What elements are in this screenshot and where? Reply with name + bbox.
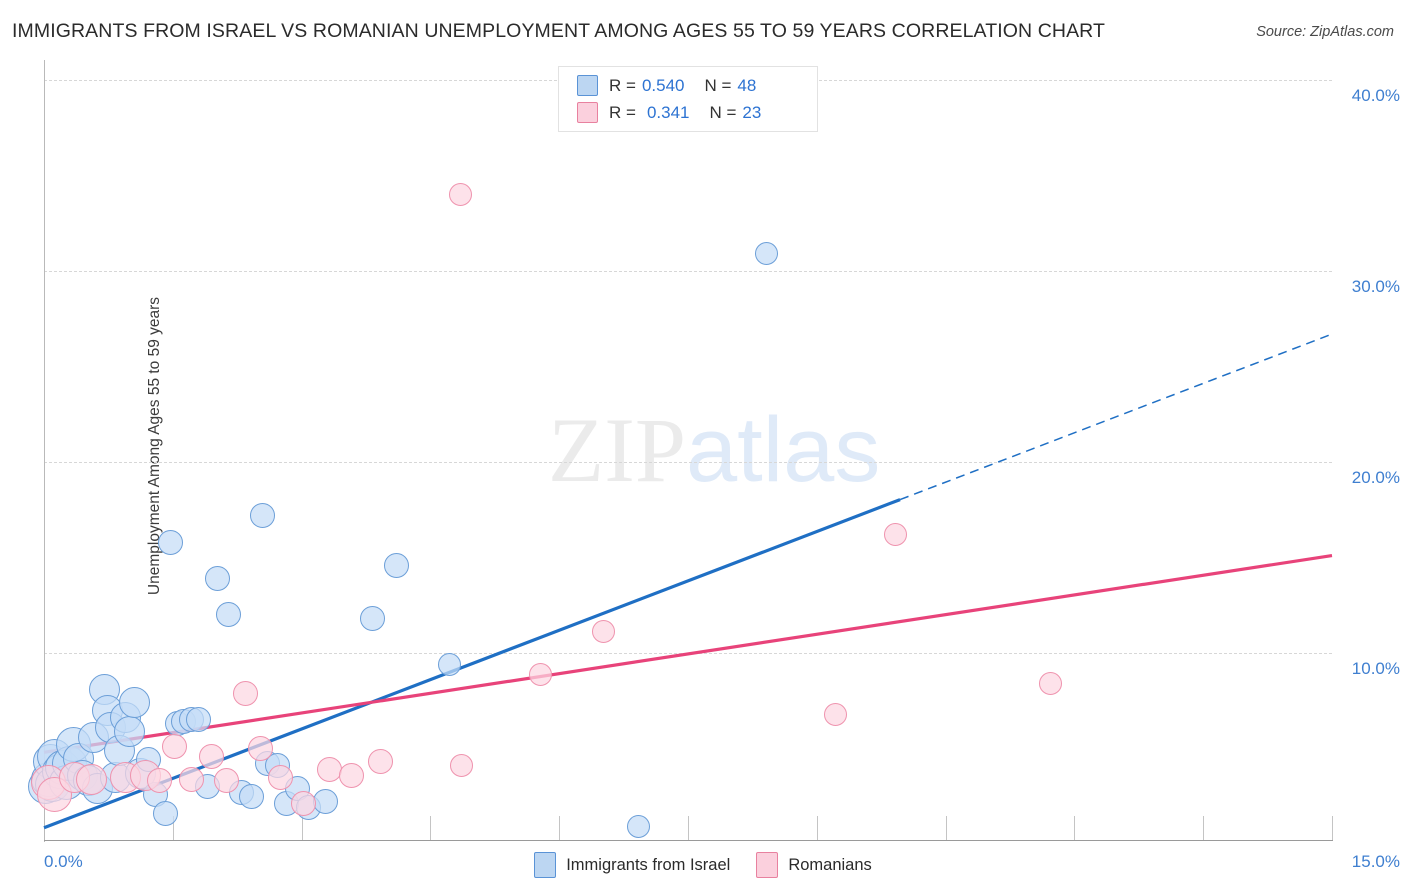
scatter-point[interactable] bbox=[247, 736, 273, 761]
scatter-point[interactable] bbox=[118, 687, 150, 719]
scatter-point[interactable] bbox=[449, 754, 473, 778]
x-axis-tick bbox=[430, 816, 432, 840]
scatter-point[interactable] bbox=[157, 529, 183, 555]
scatter-point[interactable] bbox=[437, 652, 461, 676]
scatter-point[interactable] bbox=[153, 800, 179, 826]
scatter-point[interactable] bbox=[316, 757, 342, 782]
scatter-point[interactable] bbox=[204, 566, 230, 591]
stats-swatch-israel bbox=[577, 75, 598, 96]
correlation-stats-box: R = 0.540 N = 48 R = 0.341 N = 23 bbox=[558, 66, 818, 132]
scatter-point[interactable] bbox=[213, 768, 239, 794]
watermark-atlas: atlas bbox=[686, 399, 881, 501]
stats-row-israel: R = 0.540 N = 48 bbox=[577, 72, 817, 99]
trendline-dashed-extrapolation bbox=[899, 333, 1333, 501]
legend-item-israel[interactable]: Immigrants from Israel bbox=[534, 852, 730, 878]
scatter-point[interactable] bbox=[250, 502, 276, 528]
scatter-point[interactable] bbox=[626, 815, 650, 839]
scatter-point[interactable] bbox=[186, 707, 212, 733]
stats-r-value-romanians: 0.341 bbox=[646, 102, 690, 122]
gridline-20 bbox=[44, 462, 1332, 463]
legend-item-romanians[interactable]: Romanians bbox=[756, 852, 872, 878]
scatter-point[interactable] bbox=[383, 552, 409, 578]
x-axis-tick bbox=[816, 816, 818, 840]
scatter-point[interactable] bbox=[198, 743, 224, 769]
x-axis-tick bbox=[301, 816, 303, 840]
watermark-zip: ZIP bbox=[548, 399, 686, 501]
x-axis-tick bbox=[688, 816, 689, 840]
y-tick-label-400: 40.0% bbox=[1351, 86, 1400, 105]
y-tick-label-100: 10.0% bbox=[1351, 659, 1400, 678]
scatter-point[interactable] bbox=[290, 791, 316, 817]
x-axis-line bbox=[44, 840, 1333, 841]
gridline-30 bbox=[44, 271, 1332, 272]
source-attribution: Source: ZipAtlas.com bbox=[1256, 24, 1394, 40]
scatter-point[interactable] bbox=[448, 183, 472, 207]
legend-swatch-romanians bbox=[756, 852, 779, 878]
scatter-point[interactable] bbox=[313, 789, 339, 815]
scatter-point[interactable] bbox=[216, 602, 242, 628]
x-axis-min-label: 0.0% bbox=[44, 852, 83, 871]
scatter-point[interactable] bbox=[755, 242, 779, 266]
scatter-point[interactable] bbox=[359, 606, 385, 632]
stats-n-label-romanians: N = bbox=[709, 102, 737, 122]
stats-r-value-israel: 0.540 bbox=[641, 75, 685, 95]
stats-r-label-romanians: R = bbox=[609, 102, 636, 122]
zipatlas-watermark: ZIPatlas bbox=[548, 404, 880, 496]
scatter-point[interactable] bbox=[368, 749, 394, 775]
scatter-point[interactable] bbox=[592, 620, 616, 644]
x-axis-tick bbox=[559, 816, 561, 840]
stats-row-romanians: R = 0.341 N = 23 bbox=[577, 99, 817, 126]
scatter-point[interactable] bbox=[147, 768, 173, 794]
stats-swatch-romanians bbox=[577, 102, 598, 123]
y-tick-label-300: 30.0% bbox=[1351, 277, 1400, 296]
scatter-point[interactable] bbox=[1038, 672, 1062, 696]
scatter-point[interactable] bbox=[233, 680, 259, 706]
legend-swatch-israel bbox=[534, 852, 557, 878]
scatter-point[interactable] bbox=[338, 762, 364, 788]
scatter-point[interactable] bbox=[528, 662, 552, 686]
stats-n-value-romanians: 23 bbox=[742, 102, 762, 122]
scatter-point[interactable] bbox=[884, 523, 908, 547]
series-legend: Immigrants from Israel Romanians bbox=[0, 852, 1406, 878]
page-title: IMMIGRANTS FROM ISRAEL VS ROMANIAN UNEMP… bbox=[12, 20, 1106, 42]
stats-n-value-israel: 48 bbox=[737, 75, 757, 95]
scatter-point[interactable] bbox=[179, 766, 205, 792]
x-axis-max-label: 15.0% bbox=[1351, 852, 1400, 871]
scatter-point[interactable] bbox=[114, 715, 146, 747]
legend-label-israel: Immigrants from Israel bbox=[566, 855, 731, 874]
x-axis-tick bbox=[1203, 816, 1205, 840]
scatter-point[interactable] bbox=[824, 702, 848, 726]
stats-r-label-israel: R = bbox=[609, 75, 636, 95]
scatter-point[interactable] bbox=[75, 763, 107, 795]
x-axis-tick bbox=[945, 816, 947, 840]
gridline-10 bbox=[44, 653, 1332, 654]
x-axis-tick bbox=[1332, 816, 1333, 840]
y-axis-line bbox=[44, 60, 45, 842]
scatter-point[interactable] bbox=[267, 764, 293, 790]
stats-n-label-israel: N = bbox=[704, 75, 732, 95]
scatter-point[interactable] bbox=[162, 734, 188, 760]
legend-label-romanians: Romanians bbox=[788, 855, 872, 874]
x-axis-tick bbox=[1074, 816, 1076, 840]
scatter-point[interactable] bbox=[239, 783, 265, 809]
y-tick-label-200: 20.0% bbox=[1351, 468, 1400, 487]
